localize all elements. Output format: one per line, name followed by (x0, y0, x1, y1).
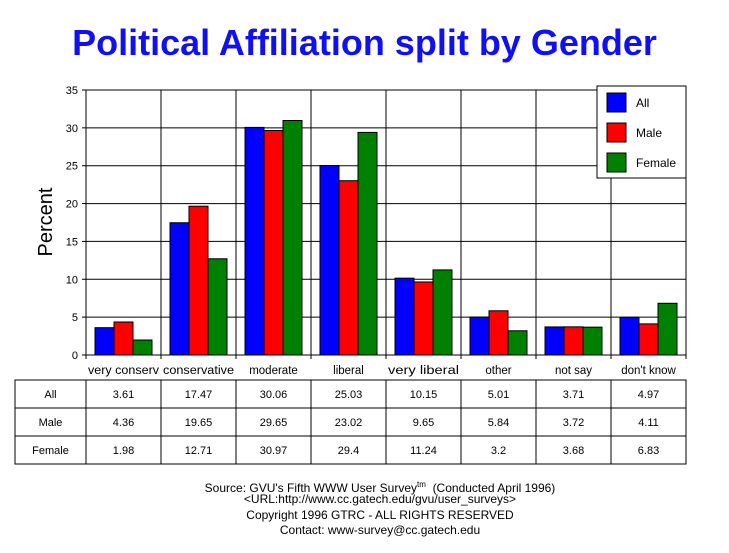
table-cell: 4.11 (638, 417, 659, 429)
bar-female (432, 269, 453, 356)
table-cell: 23.02 (335, 417, 363, 429)
legend-label: Male (636, 126, 662, 140)
table-cell: 30.97 (260, 445, 288, 457)
y-tick-label: 20 (66, 199, 78, 211)
bar-female (357, 131, 378, 356)
table-cell: 3.61 (113, 389, 134, 401)
table-cell: 11.24 (410, 445, 437, 457)
category-label: liberal (333, 365, 364, 377)
table-row-label: Male (39, 417, 63, 429)
y-tick-label: 10 (66, 274, 78, 286)
table-cell: 3.2 (491, 445, 506, 457)
bar-female (132, 339, 153, 356)
category-label: very liberal (388, 365, 459, 377)
bar-male (638, 323, 659, 356)
bar-female (582, 326, 603, 356)
y-tick-label: 0 (72, 350, 78, 362)
category-label: don't know (621, 365, 676, 377)
bar-male (488, 310, 509, 356)
y-tick-label: 30 (66, 123, 78, 135)
table-row-label: Female (32, 445, 69, 457)
category-label: conservative (163, 365, 234, 377)
bar-female (507, 330, 528, 356)
table-cell: 10.15 (410, 389, 438, 401)
bar-all (319, 164, 340, 356)
bar-female (657, 302, 678, 356)
legend-swatch-all (606, 92, 627, 113)
table-cell: 12.71 (185, 445, 213, 457)
table-cell: 29.65 (260, 417, 288, 429)
table-cell: 3.72 (563, 417, 584, 429)
legend-label: Female (636, 156, 676, 170)
bar-all (94, 327, 115, 356)
table-cell: 4.36 (113, 417, 134, 429)
bar-all (244, 126, 265, 356)
bar-all (469, 316, 490, 356)
legend-swatch-male (606, 122, 627, 143)
bar-female (207, 258, 228, 356)
table-row-label: All (44, 389, 56, 401)
category-label: very conserv (88, 365, 159, 377)
table-cell: 29.4 (338, 445, 359, 457)
bar-male (338, 180, 359, 356)
table-cell: 5.84 (488, 417, 509, 429)
footer-copyright: Copyright 1996 GTRC - ALL RIGHTS RESERVE… (246, 508, 514, 522)
y-tick-label: 35 (66, 85, 78, 97)
table-cell: 4.97 (638, 389, 659, 401)
bar-female (282, 120, 303, 356)
y-axis-label: Percent (35, 187, 57, 256)
table-cell: 5.01 (488, 389, 509, 401)
table-cell: 19.65 (185, 417, 213, 429)
legend-label: All (636, 96, 649, 110)
bar-male (413, 281, 434, 356)
chart-title: Political Affiliation split by Gender (72, 22, 657, 63)
y-tick-label: 25 (66, 161, 78, 173)
table-cell: 9.65 (413, 417, 434, 429)
y-tick-label: 5 (72, 312, 78, 324)
table-cell: 6.83 (638, 445, 659, 457)
bar-all (544, 326, 565, 356)
y-tick-label: 15 (66, 236, 78, 248)
data-table-border (14, 379, 687, 465)
table-cell: 1.98 (113, 445, 134, 457)
table-cell: 3.71 (563, 389, 584, 401)
bar-all (169, 222, 190, 356)
bar-all (394, 277, 415, 356)
legend-swatch-female (606, 152, 627, 173)
footer-contact: Contact: www-survey@cc.gatech.edu (279, 523, 481, 537)
footer-url: <URL:http://www.cc.gatech.edu/gvu/user_s… (243, 492, 517, 506)
category-label: not say (555, 365, 592, 377)
bar-male (188, 205, 209, 356)
table-cell: 3.68 (563, 445, 584, 457)
bar-male (113, 321, 134, 356)
category-label: other (485, 365, 511, 377)
bar-male (263, 130, 284, 356)
table-cell: 30.06 (260, 389, 288, 401)
table-cell: 25.03 (335, 389, 363, 401)
table-cell: 17.47 (185, 389, 213, 401)
bar-all (619, 316, 640, 356)
footer-source: Source: GVU's Fifth WWW User Surveytm (C… (204, 480, 556, 495)
bar-male (563, 326, 584, 356)
category-label: moderate (249, 365, 298, 377)
